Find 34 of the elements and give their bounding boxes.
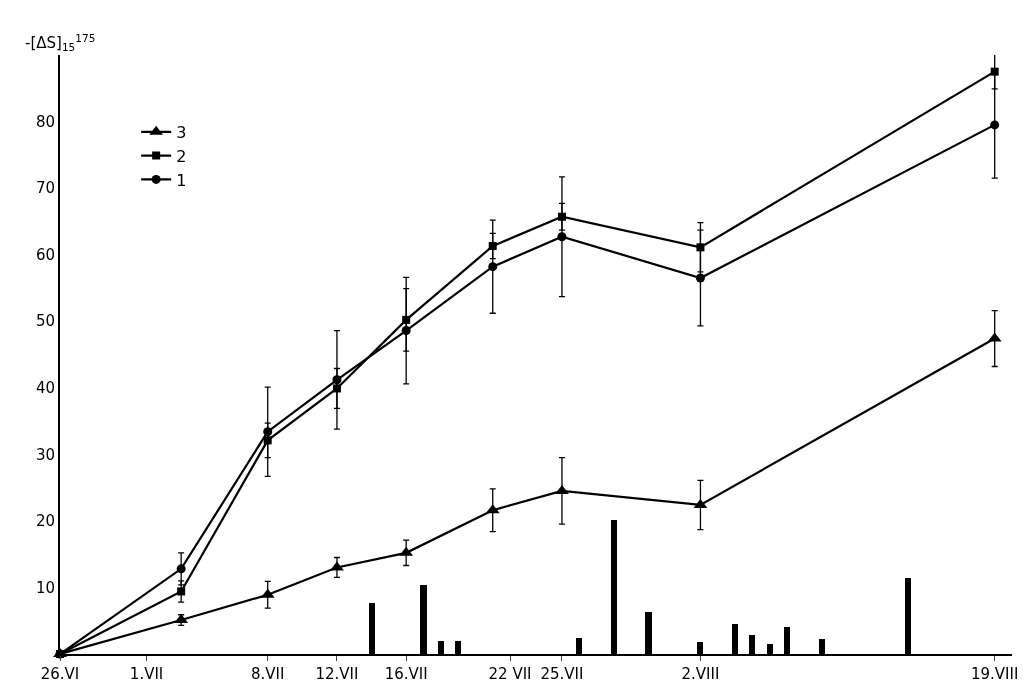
point: [402, 315, 411, 324]
y-tick-label: 80: [35, 112, 55, 131]
point: [177, 587, 186, 596]
legend-label: 1: [176, 170, 187, 190]
y-tick-label: 50: [35, 312, 55, 331]
point: [488, 262, 498, 272]
point: [990, 67, 999, 76]
point: [332, 384, 341, 393]
x-tick-label: 1.VII: [129, 665, 164, 683]
x-tick-label: 2.VIII: [681, 665, 720, 683]
point: [555, 484, 569, 494]
y-tick-label: 10: [35, 578, 55, 597]
legend-label: 3: [176, 123, 187, 143]
point: [696, 243, 705, 252]
y-tick-label: 40: [35, 379, 55, 398]
x-tick-label: 22 VII: [488, 665, 532, 683]
x-tick-label: 26.VI: [40, 665, 80, 683]
y-tick-label: 60: [35, 245, 55, 264]
y-tick-label: 30: [35, 445, 55, 464]
x-tick-label: 19.VIII: [970, 665, 1019, 683]
y-tick-label: 70: [35, 179, 55, 198]
x-tick-label: 16.VII: [384, 665, 428, 683]
point: [557, 212, 566, 221]
x-tick-label: 25.VII: [540, 665, 584, 683]
point: [263, 436, 272, 445]
x-tick-label: 8.VII: [251, 665, 285, 683]
y-tick-label: 20: [35, 512, 55, 531]
point: [557, 232, 567, 242]
point: [695, 273, 705, 283]
x-tick-label: 12.VII: [315, 665, 359, 683]
legend-label: 2: [176, 146, 187, 166]
point: [488, 242, 497, 251]
point: [990, 120, 1000, 130]
point: [176, 564, 186, 574]
